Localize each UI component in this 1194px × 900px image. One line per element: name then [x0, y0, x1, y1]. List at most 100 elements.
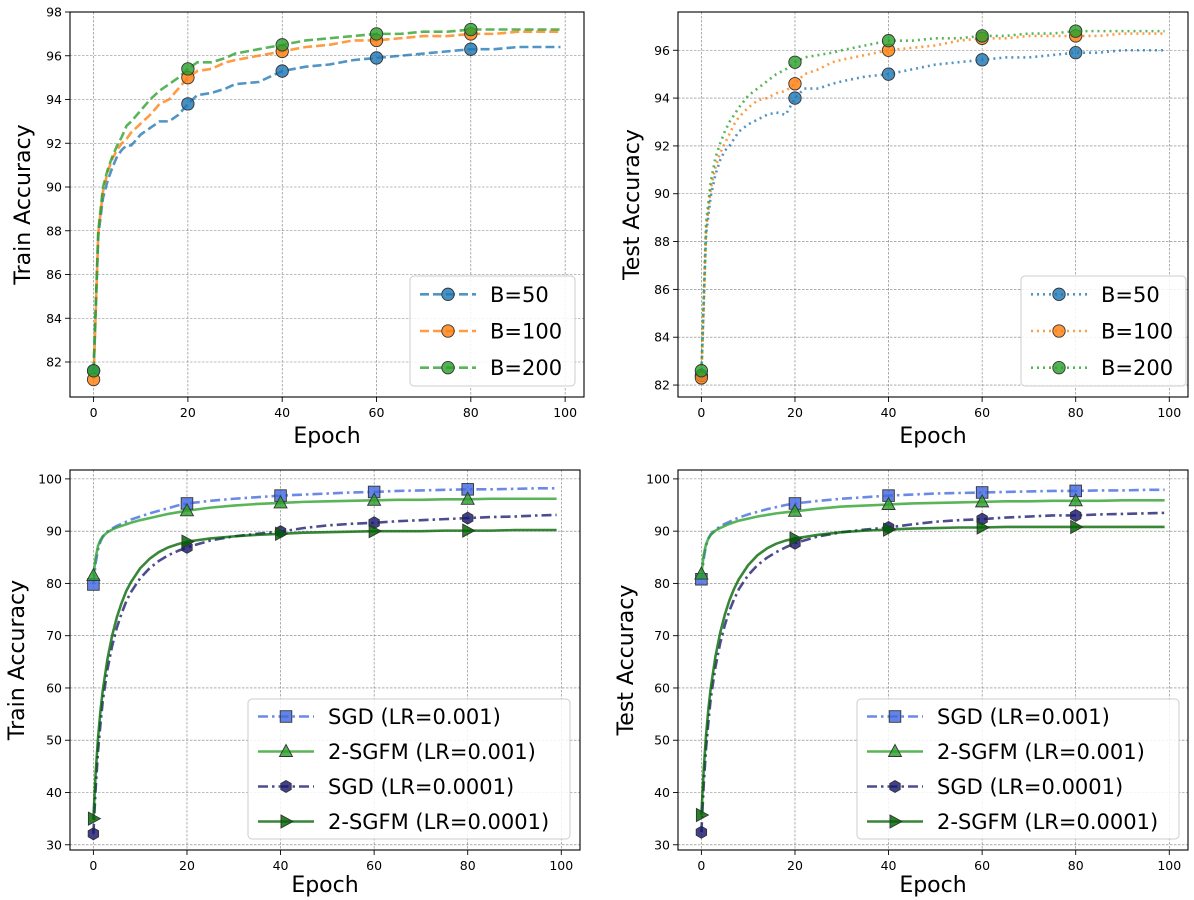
legend-marker-sample — [888, 710, 902, 723]
legend-marker-sample — [441, 361, 455, 375]
series-line-3 — [700, 29, 1165, 371]
series-2-marker — [788, 77, 802, 91]
plot-frame — [69, 469, 581, 851]
series-3-marker — [1069, 24, 1083, 38]
plot-frame — [69, 11, 585, 398]
y-tick-label: 92 — [46, 136, 62, 151]
series-4-marker — [883, 522, 897, 537]
x-axis-label: Epoch — [899, 424, 966, 449]
series-2-marker — [787, 503, 803, 517]
x-axis-label: Epoch — [899, 873, 966, 898]
legend-entry-label: B=100 — [1101, 320, 1173, 344]
y-tick-label: 60 — [654, 680, 670, 695]
y-tick-label: 88 — [654, 234, 670, 249]
series-4-marker — [181, 534, 195, 549]
legend-marker-sample — [280, 779, 292, 794]
legend-entry-label: 2-SGFM (LR=0.0001) — [937, 810, 1158, 834]
legend-box — [409, 275, 576, 387]
y-tick-label: 90 — [654, 524, 670, 539]
series-3-marker — [369, 27, 384, 41]
legend-marker-sample — [889, 814, 903, 829]
x-tick-label: 20 — [787, 858, 803, 873]
series-line-2 — [92, 30, 561, 380]
legend-marker-sample — [887, 743, 903, 757]
legend-entry-label: B=100 — [490, 320, 562, 344]
y-tick-label: 60 — [46, 680, 62, 695]
series-1-marker — [369, 51, 384, 65]
legend-entry-label: 2-SGFM (LR=0.0001) — [328, 810, 549, 834]
series-3-marker — [86, 364, 101, 378]
y-tick-label: 30 — [654, 837, 670, 852]
series-2-marker — [366, 492, 382, 506]
y-axis-label: Train Accuracy — [5, 580, 30, 741]
series-line-1 — [92, 486, 557, 585]
series-3-marker — [975, 29, 989, 43]
y-tick-label: 100 — [646, 471, 670, 486]
y-tick-label: 84 — [46, 311, 62, 326]
legend-marker-sample — [441, 287, 455, 301]
legend-entry-label: SGD (LR=0.001) — [937, 705, 1110, 729]
x-axis-label: Epoch — [291, 873, 358, 898]
legend: B=50 B=100 B=200 — [1020, 275, 1187, 387]
series-3-marker — [1070, 508, 1082, 522]
x-tick-label: 80 — [463, 405, 479, 420]
x-tick-label: 80 — [460, 858, 476, 873]
y-tick-label: 82 — [654, 378, 670, 393]
x-tick-label: 80 — [1068, 405, 1084, 420]
legend-marker-sample — [1052, 361, 1066, 375]
plot-frame — [677, 469, 1189, 851]
series-4-marker — [976, 520, 991, 535]
series-4-marker — [368, 523, 383, 539]
legend-entry-label: B=200 — [1101, 356, 1173, 380]
legend-entry-label: B=200 — [490, 356, 562, 380]
plot-frame — [677, 11, 1189, 398]
y-tick-label: 80 — [46, 576, 62, 591]
series-3-marker — [181, 62, 195, 76]
chart-panel-1: 0 20 40 60 80 100 82 84 86 88 90 92 94 96 98 Epoch Train… — [11, 5, 585, 449]
y-axis-label: Test Accuracy — [614, 585, 639, 737]
series-2-marker — [1068, 492, 1083, 507]
legend-marker-sample — [1052, 287, 1066, 301]
series-line-3 — [92, 28, 561, 371]
series-3-marker — [695, 825, 708, 839]
series-4-marker — [695, 807, 710, 823]
y-tick-label: 94 — [46, 92, 62, 107]
legend-entry-label: SGD (LR=0.0001) — [328, 775, 514, 799]
y-tick-label: 70 — [46, 628, 62, 643]
x-tick-label: 60 — [366, 858, 382, 873]
series-4-marker — [789, 531, 803, 546]
series-4-marker — [87, 811, 102, 826]
legend: B=50 B=100 B=200 — [409, 275, 576, 387]
series-line-2 — [700, 499, 1165, 575]
y-tick-label: 84 — [654, 330, 670, 345]
y-tick-label: 82 — [46, 355, 62, 370]
y-tick-label: 88 — [46, 223, 62, 238]
x-tick-label: 0 — [90, 405, 98, 420]
chart-panel-2: 0 20 40 60 80 100 82 84 86 88 90 92 94 96 Epoch Test Ac… — [620, 11, 1189, 449]
y-tick-label: 70 — [654, 628, 670, 643]
series-line-3 — [92, 513, 557, 834]
series-1-marker — [275, 64, 289, 78]
legend-entry-label: SGD (LR=0.001) — [328, 705, 501, 729]
series-1-marker — [881, 67, 896, 81]
series-3-marker — [881, 34, 896, 48]
x-tick-label: 20 — [179, 858, 195, 873]
series-2-marker — [881, 496, 896, 510]
x-tick-label: 0 — [697, 858, 705, 873]
series-4-marker — [1070, 519, 1084, 535]
y-tick-label: 40 — [46, 785, 62, 800]
x-tick-label: 80 — [1068, 858, 1084, 873]
series-2-marker — [460, 491, 475, 505]
x-tick-label: 100 — [549, 858, 573, 873]
chart-panel-3: 0 20 40 60 80 100 30 40 50 60 70 80 90 100 Epoch Train … — [5, 469, 581, 898]
legend-box — [247, 698, 571, 840]
y-axis-label: Test Accuracy — [620, 129, 645, 281]
x-tick-label: 20 — [787, 405, 803, 420]
y-tick-label: 50 — [654, 733, 670, 748]
legend-box — [1020, 275, 1187, 387]
series-3-marker — [464, 22, 478, 37]
legend: SGD (LR=0.001) 2-SGFM (LR=0.001) SGD (LR=0… — [247, 698, 571, 840]
x-tick-label: 100 — [1157, 858, 1181, 873]
series-3-marker — [87, 827, 100, 841]
